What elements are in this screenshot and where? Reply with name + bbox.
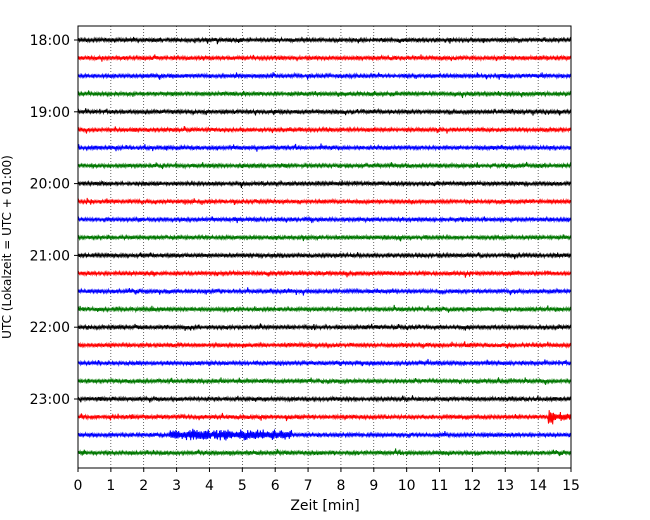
x-tick-label: 14 <box>529 478 547 494</box>
trace-line <box>77 395 572 403</box>
trace-line <box>77 107 572 116</box>
trace-line <box>77 143 572 152</box>
trace-line <box>77 341 572 349</box>
trace-line <box>77 71 572 80</box>
trace-line <box>77 428 572 441</box>
trace-line <box>77 161 572 170</box>
x-axis-ticks: 0 1 2 3 4 5 6 7 8 9 10 11 12 13 14 15 <box>74 468 580 494</box>
y-axis-label: UTC (Lokalzeit = UTC + 01:00) <box>0 155 14 339</box>
trace-line <box>77 215 572 224</box>
x-tick-label: 2 <box>139 478 148 494</box>
x-tick-label: 12 <box>463 478 481 494</box>
trace-line <box>77 36 572 45</box>
x-tick-label: 13 <box>496 478 514 494</box>
y-axis-ticks: 18:00 19:00 20:00 21:00 22:00 23:00 <box>30 33 78 408</box>
x-tick-label: 1 <box>106 478 115 494</box>
trace-line <box>77 323 572 331</box>
trace-line <box>77 251 572 260</box>
trace-line <box>77 125 572 134</box>
x-tick-label: 4 <box>205 478 214 494</box>
y-tick-label: 20:00 <box>30 177 70 193</box>
trace-line <box>77 448 572 457</box>
trace-line <box>77 377 572 385</box>
trace-line <box>77 304 572 314</box>
traces <box>77 36 572 457</box>
y-tick-label: 18:00 <box>30 33 70 49</box>
x-tick-label: 7 <box>304 478 313 494</box>
plot-area <box>78 26 571 468</box>
y-tick-label: 19:00 <box>30 105 70 121</box>
plot-frame <box>77 25 572 469</box>
trace-line <box>77 287 572 296</box>
trace-line <box>77 410 572 425</box>
trace-line <box>77 197 572 206</box>
x-axis-label: Zeit [min] <box>290 498 359 514</box>
x-tick-label: 15 <box>562 478 580 494</box>
x-tick-label: 0 <box>74 478 83 494</box>
y-tick-label: 23:00 <box>30 392 70 408</box>
trace-line <box>77 233 572 242</box>
y-tick-label: 22:00 <box>30 320 70 336</box>
x-tick-label: 5 <box>238 478 247 494</box>
trace-line <box>77 90 572 99</box>
x-tick-label: 3 <box>172 478 181 494</box>
x-tick-label: 8 <box>336 478 345 494</box>
trace-line <box>77 358 572 367</box>
x-tick-label: 11 <box>431 478 449 494</box>
trace-line <box>77 269 572 278</box>
y-tick-label: 21:00 <box>30 248 70 264</box>
trace-line <box>77 179 572 188</box>
trace-line <box>77 54 572 62</box>
x-tick-label: 6 <box>271 478 280 494</box>
x-tick-label: 10 <box>398 478 416 494</box>
x-tick-label: 9 <box>369 478 378 494</box>
